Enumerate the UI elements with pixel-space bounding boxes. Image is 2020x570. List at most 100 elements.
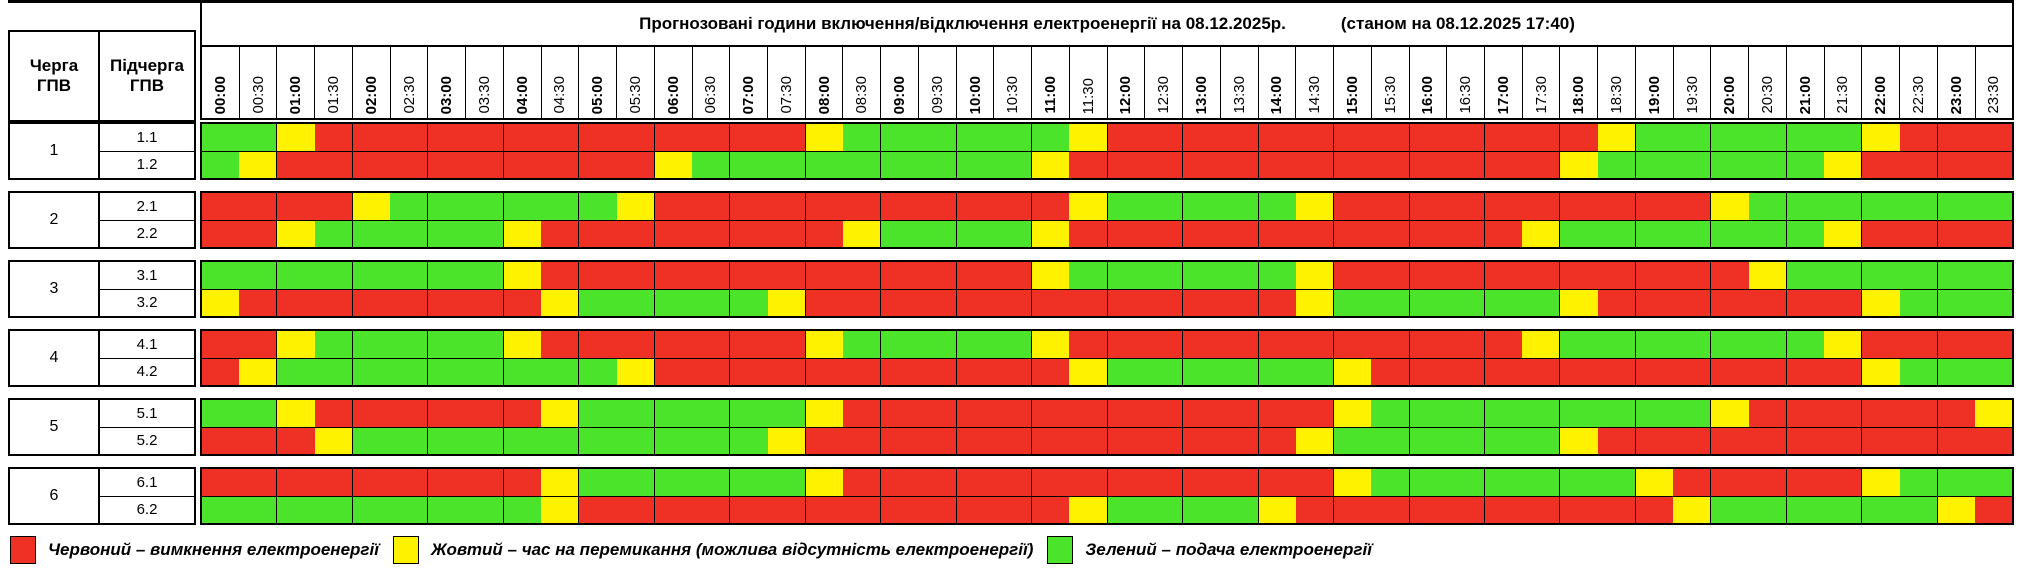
time-slot-label: 06:00 [655,47,693,118]
schedule-cell [956,331,994,358]
schedule-cell [1711,358,1749,385]
schedule-cell [1748,262,1787,289]
schedule-cell [956,151,994,178]
schedule-cell [1748,124,1787,151]
schedule-cell [1032,289,1070,316]
schedule-cell [1748,358,1787,385]
schedule-cell [1334,220,1372,247]
schedule-row-3.1 [202,262,2013,290]
time-slot-label: 23:30 [1985,76,2003,114]
schedule-grid [200,467,2014,525]
schedule-cell [842,496,882,523]
schedule-cell [1824,427,1863,454]
schedule-row-4.2 [202,358,2013,385]
schedule-cell [1409,124,1447,151]
time-slot-label: 03:30 [466,47,504,118]
schedule-cell [239,331,278,358]
schedule-cell [805,193,843,220]
schedule-cell [1220,400,1259,427]
schedule-cell [277,193,315,220]
schedule-cell [239,496,278,523]
schedule-cell [1711,220,1749,247]
schedule-cell [1862,220,1900,247]
schedule-cell [1371,469,1410,496]
subqueue-label: 6.2 [136,501,158,519]
schedule-cell [1144,124,1184,151]
schedule-cell [1786,220,1825,247]
schedule-cell [1446,496,1485,523]
schedule-cell [1334,331,1372,358]
time-slot-label: 05:00 [579,47,618,118]
schedule-cell [428,331,466,358]
schedule-cell [1409,358,1447,385]
schedule-cell [1862,496,1900,523]
schedule-cell [1560,289,1598,316]
schedule-cell [767,220,806,247]
schedule-cell [1220,151,1259,178]
time-slot-label: 04:30 [542,47,580,118]
time-slot-label: 07:00 [730,47,769,118]
schedule-cell [579,151,617,178]
time-slot-label: 04:00 [504,47,542,118]
legend-label-yellow: Жовтий – час на перемикання (можлива від… [430,540,1034,559]
schedule-cell [1107,151,1145,178]
schedule-cell [1635,220,1674,247]
schedule-cell [993,124,1033,151]
schedule-cell [1371,124,1410,151]
schedule-cell [692,262,731,289]
legend-label-red: Червоний – вимкнення електроенергії [48,540,379,559]
schedule-cell [1107,496,1145,523]
schedule-cell [390,427,429,454]
schedule-cell [1862,289,1900,316]
schedule-cell [503,220,542,247]
schedule-cell [1975,193,2013,220]
schedule-cell [993,331,1033,358]
schedule-cell [1862,151,1900,178]
schedule-cell [956,262,994,289]
schedule-cell [1258,151,1296,178]
schedule-cell [1409,193,1447,220]
schedule-cell [881,151,919,178]
schedule-cell [993,358,1033,385]
schedule-cell [881,289,919,316]
schedule-cell [881,262,919,289]
schedule-cell [1862,358,1900,385]
schedule-cell [1446,400,1485,427]
schedule-cell [1220,262,1259,289]
schedule-cell [1446,289,1485,316]
schedule-cell [352,469,391,496]
schedule-cell [1032,220,1070,247]
schedule-cell [541,469,580,496]
schedule-cell [1711,496,1749,523]
schedule-cell [616,289,655,316]
schedule-cell [503,262,542,289]
schedule-cell [1975,496,2013,523]
schedule-cell [1937,220,1976,247]
schedule-cell [314,496,353,523]
schedule-cell [1484,124,1523,151]
schedule-cell [1635,496,1674,523]
schedule-row-5.2 [202,427,2013,454]
schedule-cell [1522,427,1561,454]
time-slot-label: 15:30 [1372,47,1410,118]
schedule-cell [1183,496,1221,523]
schedule-cell [993,427,1033,454]
schedule-cell [314,427,353,454]
schedule-cell [314,469,353,496]
schedule-cell [1975,151,2013,178]
schedule-cell [730,289,768,316]
time-slot-label: 00:00 [202,47,240,118]
schedule-cell [239,427,278,454]
schedule-cell [1899,331,1938,358]
schedule-cell [1144,151,1184,178]
schedule-cell [1748,496,1787,523]
schedule-cell [993,400,1033,427]
schedule-cell [692,193,731,220]
schedule-cell [918,427,957,454]
schedule-cell [1899,220,1938,247]
schedule-cell [692,289,731,316]
legend-swatch-green [1047,536,1074,564]
schedule-cell [1069,289,1108,316]
schedule-cell [1975,331,2013,358]
